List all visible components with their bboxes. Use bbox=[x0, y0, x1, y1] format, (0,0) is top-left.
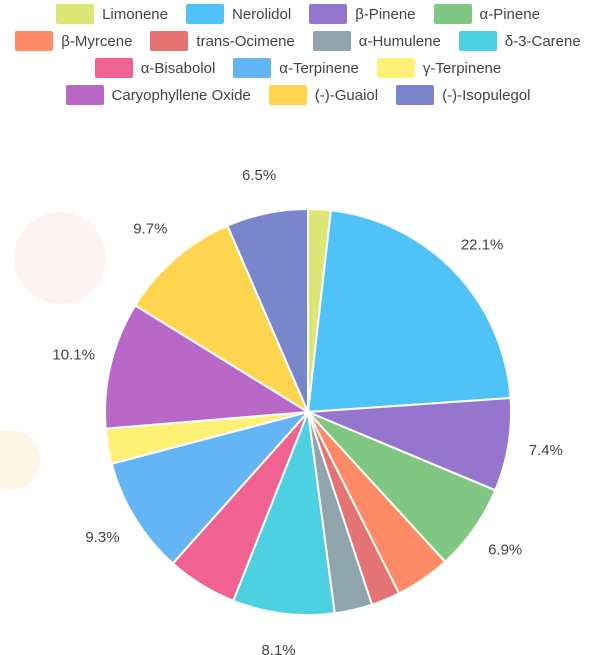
legend-swatch bbox=[309, 4, 347, 24]
legend: Limonene Nerolidol β-Pinene α-Pinene β-Myrce… bbox=[3, 4, 593, 105]
legend-label: β-Myrcene bbox=[61, 33, 132, 50]
legend-label: Limonene bbox=[102, 6, 168, 23]
legend-label: α-Pinene bbox=[480, 6, 540, 23]
legend-item[interactable]: (-)-Isopulegol bbox=[396, 85, 530, 105]
legend-swatch bbox=[434, 4, 472, 24]
legend-item[interactable]: Nerolidol bbox=[186, 4, 291, 24]
legend-label: α-Humulene bbox=[359, 33, 441, 50]
legend-item[interactable]: β-Pinene bbox=[309, 4, 415, 24]
legend-label: γ-Terpinene bbox=[423, 60, 501, 77]
legend-label: (-)-Isopulegol bbox=[442, 87, 530, 104]
legend-item[interactable]: (-)-Guaiol bbox=[269, 85, 378, 105]
data-label: 22.1% bbox=[461, 236, 504, 253]
legend-swatch bbox=[313, 31, 351, 51]
legend-item[interactable]: β-Myrcene bbox=[15, 31, 132, 51]
legend-label: trans-Ocimene bbox=[196, 33, 294, 50]
legend-item[interactable]: γ-Terpinene bbox=[377, 58, 501, 78]
legend-item[interactable]: Limonene bbox=[56, 4, 168, 24]
data-label: 10.1% bbox=[52, 347, 95, 364]
data-label: 6.9% bbox=[488, 542, 522, 559]
data-label: 9.3% bbox=[85, 529, 119, 546]
legend-swatch bbox=[15, 31, 53, 51]
data-label: 8.1% bbox=[261, 642, 295, 655]
legend-swatch bbox=[66, 85, 104, 105]
legend-swatch bbox=[56, 4, 94, 24]
legend-item[interactable]: α-Terpinene bbox=[233, 58, 359, 78]
legend-swatch bbox=[396, 85, 434, 105]
legend-item[interactable]: trans-Ocimene bbox=[150, 31, 294, 51]
legend-swatch bbox=[269, 85, 307, 105]
legend-swatch bbox=[233, 58, 271, 78]
legend-label: δ-3-Carene bbox=[505, 33, 581, 50]
data-label: 9.7% bbox=[133, 221, 167, 238]
legend-swatch bbox=[377, 58, 415, 78]
background-decoration bbox=[14, 212, 106, 304]
legend-label: β-Pinene bbox=[355, 6, 415, 23]
data-label: 6.5% bbox=[242, 167, 276, 184]
data-label: 7.4% bbox=[529, 442, 563, 459]
legend-swatch bbox=[150, 31, 188, 51]
legend-label: (-)-Guaiol bbox=[315, 87, 378, 104]
legend-item[interactable]: α-Humulene bbox=[313, 31, 441, 51]
legend-swatch bbox=[186, 4, 224, 24]
legend-item[interactable]: α-Bisabolol bbox=[95, 58, 216, 78]
legend-item[interactable]: δ-3-Carene bbox=[459, 31, 581, 51]
background-decoration bbox=[0, 430, 40, 490]
legend-label: Nerolidol bbox=[232, 6, 291, 23]
legend-item[interactable]: Caryophyllene Oxide bbox=[66, 85, 251, 105]
page: {"chart_data": {"type": "pie", "categori… bbox=[0, 0, 597, 655]
legend-item[interactable]: α-Pinene bbox=[434, 4, 540, 24]
legend-swatch bbox=[95, 58, 133, 78]
legend-swatch bbox=[459, 31, 497, 51]
pie bbox=[105, 209, 511, 615]
legend-label: α-Bisabolol bbox=[141, 60, 216, 77]
legend-label: Caryophyllene Oxide bbox=[112, 87, 251, 104]
legend-label: α-Terpinene bbox=[279, 60, 359, 77]
